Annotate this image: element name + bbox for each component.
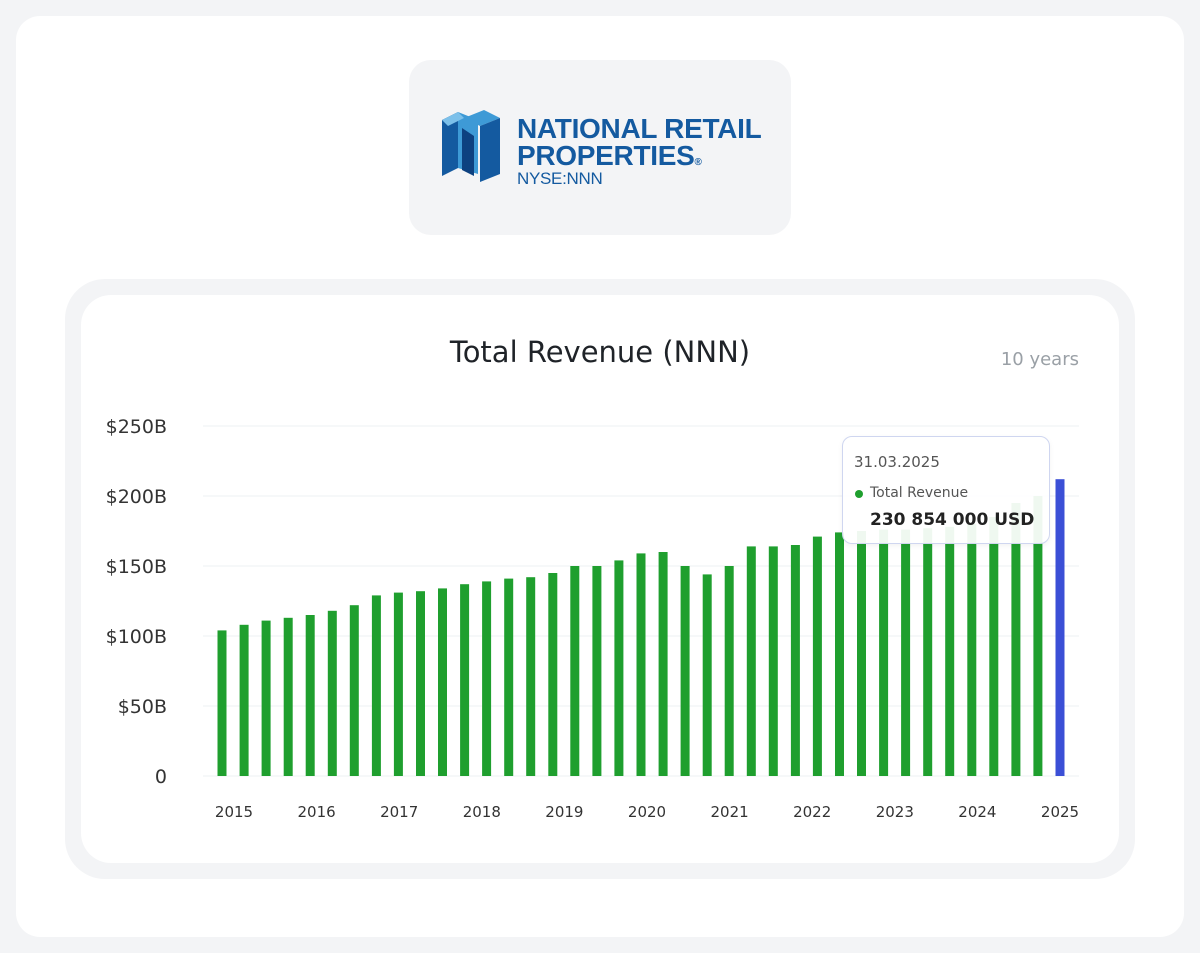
y-tick-label: $100B [106,626,167,648]
bar[interactable] [680,566,690,776]
bar[interactable] [261,620,271,776]
bar[interactable] [482,581,492,776]
bar[interactable] [1011,503,1021,776]
y-tick-label: $150B [106,556,167,578]
x-tick-label: 2023 [876,803,914,821]
logo-text-line1: NATIONAL RETAIL [517,113,762,144]
x-tick-label: 2017 [380,803,418,821]
x-tick-label: 2015 [215,803,253,821]
bar-highlighted[interactable] [1055,479,1065,776]
x-tick-label: 2020 [628,803,666,821]
bar[interactable] [460,584,470,776]
bar[interactable] [570,566,580,776]
x-tick-label: 2022 [793,803,831,821]
bar[interactable] [945,526,955,776]
x-tick-label: 2024 [958,803,996,821]
bar[interactable] [504,578,514,776]
bar[interactable] [1033,496,1043,776]
nnn-logo-icon [442,110,500,182]
range-selector[interactable]: 10 years [1000,349,1079,370]
logo-text-line2: PROPERTIES® [517,141,702,178]
x-tick-label: 2019 [545,803,583,821]
tooltip-series-name: Total Revenue [870,485,969,501]
y-tick-label: $200B [106,486,167,508]
logo-text-properties: PROPERTIES [517,140,695,171]
tooltip-date: 31.03.2025 [854,453,940,471]
bar[interactable] [923,528,933,776]
bar[interactable] [967,524,977,776]
bar[interactable] [548,573,558,776]
bar[interactable] [790,545,800,776]
bar[interactable] [327,610,337,776]
bar[interactable] [438,588,447,776]
bar[interactable] [812,536,822,776]
x-tick-label: 2021 [711,803,749,821]
company-logo-card: NATIONAL RETAIL PROPERTIES® NYSE:NNN [409,60,791,235]
bar[interactable] [393,592,403,776]
y-tick-label: $50B [118,696,167,718]
bar[interactable] [835,532,844,776]
bar[interactable] [526,577,536,776]
bar[interactable] [857,531,866,776]
bar[interactable] [592,566,602,776]
x-tick-label: 2016 [298,803,336,821]
bar[interactable] [416,591,425,776]
x-tick-label: 2025 [1041,803,1079,821]
bar[interactable] [239,624,249,776]
bar[interactable] [371,595,381,776]
chart-title: Total Revenue (NNN) [449,335,751,369]
bar[interactable] [283,617,293,776]
x-tick-label: 2018 [463,803,501,821]
bar[interactable] [614,560,624,776]
bar[interactable] [305,615,315,776]
y-tick-label: 0 [155,766,167,788]
bar[interactable] [724,566,734,776]
bar[interactable] [768,546,778,776]
chart-card: Total Revenue (NNN) 10 years 0 $50B $100B $… [81,295,1119,863]
bar[interactable] [636,553,646,776]
registered-mark: ® [694,157,702,168]
logo-ticker: NYSE:NNN [517,169,603,188]
y-tick-label: $250B [106,416,167,438]
bar[interactable] [901,529,911,776]
bar-chart: 0 $50B $100B $150B $200B $250B 2015 2016 2017 201… [106,416,1079,821]
bar[interactable] [989,517,999,776]
bar[interactable] [879,529,889,776]
bar[interactable] [746,546,756,776]
tooltip-value: 230 854 000 USD [870,510,1035,530]
bar[interactable] [702,574,712,776]
bar[interactable] [217,630,227,776]
chart-tooltip: 31.03.2025 Total Revenue 230 854 000 USD [842,436,1050,544]
bar[interactable] [349,605,359,776]
series-dot-icon [855,490,863,498]
bar[interactable] [658,552,668,776]
